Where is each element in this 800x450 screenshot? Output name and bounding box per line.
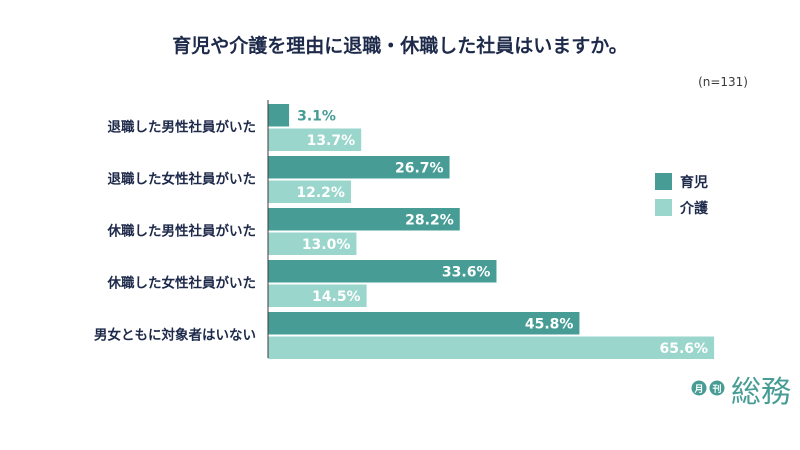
bar-kaigo <box>268 128 362 151</box>
legend-swatch <box>655 199 672 216</box>
bar-kaigo <box>268 180 351 203</box>
data-label: 45.8% <box>525 316 574 332</box>
bars-group: 3.1% 13.7% 26.7% 12.2% 28.2% 13.0% 33.6% 14.5% 4… <box>268 104 715 359</box>
logo: 月 刊 総務 <box>691 375 791 410</box>
data-label: 65.6% <box>660 341 709 357</box>
bar-kaigo <box>268 336 715 359</box>
bar-ikuji <box>268 312 580 335</box>
data-label: 26.7% <box>395 160 444 176</box>
bar-ikuji <box>268 104 290 127</box>
legend-swatch <box>655 173 672 190</box>
category-label: 退職した男性社員がいた <box>108 119 257 136</box>
sample-size-note: (n=131) <box>698 75 748 89</box>
category-label: 退職した女性社員がいた <box>108 171 257 188</box>
logo-badge-tsuki-circle <box>691 380 707 396</box>
bar-kaigo <box>268 232 357 255</box>
bar-kaigo <box>268 284 367 307</box>
bar-ikuji <box>268 156 450 179</box>
data-label: 13.7% <box>307 133 356 149</box>
legend-label: 介護 <box>679 200 709 217</box>
logo-name: 総務 <box>731 375 791 410</box>
data-label: 3.1% <box>297 108 336 124</box>
category-label: 休職した女性社員がいた <box>107 275 257 292</box>
bar-ikuji <box>268 260 497 283</box>
data-label: 33.6% <box>442 264 491 280</box>
legend-label: 育児 <box>680 174 708 191</box>
chart-title: 育児や介護を理由に退職・休職した社員はいますか。 <box>172 34 628 57</box>
category-labels: 退職した男性社員がいた退職した女性社員がいた休職した男性社員がいた休職した女性社… <box>94 119 256 344</box>
category-label: 男女ともに対象者はいない <box>94 327 256 344</box>
category-label: 休職した男性社員がいた <box>107 223 257 240</box>
data-label: 14.5% <box>312 289 361 305</box>
data-label: 13.0% <box>302 237 351 253</box>
data-label: 28.2% <box>405 212 454 228</box>
logo-badge-kan-circle <box>709 380 725 396</box>
data-label: 12.2% <box>296 185 345 201</box>
logo-badge-tsuki: 月 <box>693 384 703 395</box>
bar-ikuji <box>268 208 460 231</box>
logo-badge-kan: 刊 <box>712 383 721 395</box>
